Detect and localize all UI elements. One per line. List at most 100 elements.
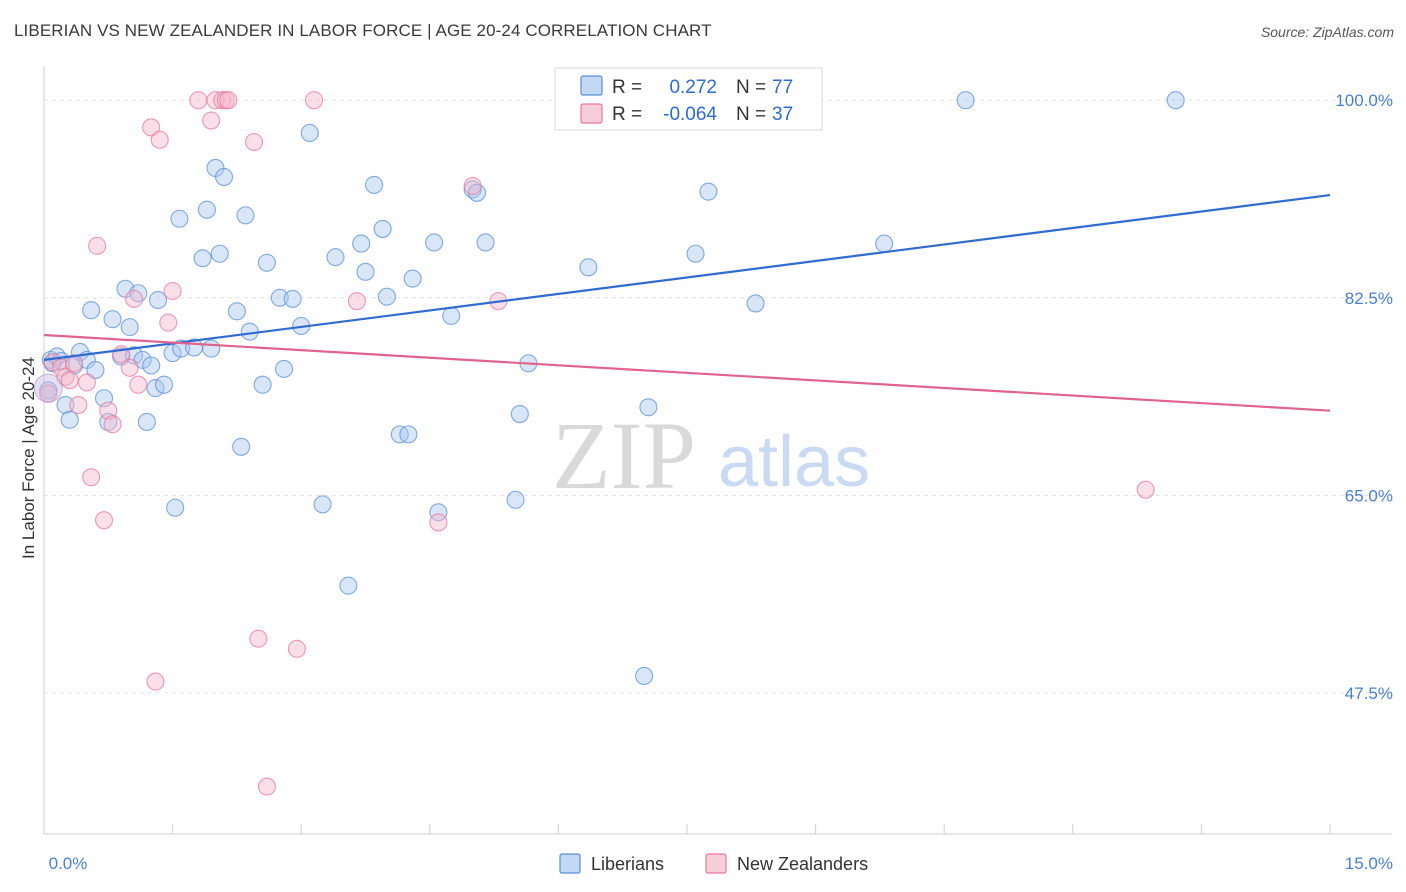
new-zealander-point [124,289,144,308]
liberian-point [137,412,156,432]
bottom-legend-label: New Zealanders [737,854,868,874]
liberian-point [163,344,182,363]
liberian-point [635,666,654,686]
new-zealander-point [88,236,107,255]
liberian-point [193,249,212,268]
liberian-trend-line [43,193,1331,361]
liberian-point [270,288,289,307]
trend-lines [43,193,1331,412]
new-zealander-point [163,281,182,301]
legend-swatch-liberians [580,75,603,96]
new-zealander-point [77,373,96,392]
liberian-point [197,200,216,219]
liberian-point [227,302,246,321]
new-zealander-point [159,313,178,332]
liberian-point [510,405,529,424]
liberian-point [103,310,122,329]
legend-n-value: 37 [772,104,793,125]
legend-r-label: R = [612,77,642,98]
x-tick-label: 15.0% [1345,854,1393,873]
liberian-point [86,360,105,380]
new-zealander-point [244,132,264,152]
new-zealander-point [463,176,482,196]
legend-r-label: R = [612,104,642,125]
liberian-point [403,269,422,288]
watermark-atlas: atlas [718,422,870,502]
liberian-point [120,318,139,337]
source-label: Source: ZipAtlas.com [1260,24,1394,40]
new-zealander-point [82,468,101,487]
liberian-point [956,91,975,110]
liberian-point [875,234,894,253]
liberian-point [82,301,101,320]
liberian-point [202,339,221,358]
legend-n-value: 77 [772,77,793,98]
liberian-point [377,287,396,306]
chart-title: LIBERIAN VS NEW ZEALANDER IN LABOR FORCE… [14,21,712,40]
liberian-point [399,425,418,444]
liberian-point [210,244,229,263]
liberian-point [352,234,371,253]
liberian-point [170,209,189,228]
bottom-legend-swatch-liberians [559,853,581,874]
new-zealander-point [69,395,88,415]
new-zealander-point [429,513,448,532]
legend-box: R = 0.272 N = 77 R = -0.064 N = 37 [554,67,823,131]
legend-swatch-new-zealanders [580,103,603,124]
cluster-point [33,373,63,403]
liberian-point [476,233,495,252]
new-zealander-point [287,639,306,658]
new-zealander-point [202,111,221,130]
liberian-point [214,167,234,187]
new-zealander-point [219,91,238,110]
liberian-point [686,244,705,263]
new-zealander-point [94,511,114,530]
liberian-point [283,289,302,308]
y-tick-labels: 47.5% 65.0% 82.5% 100.0% [1335,91,1393,703]
legend-n-label: N = [736,77,766,98]
new-zealander-point [249,629,268,648]
bottom-legend-swatch-new-zealanders [705,853,727,874]
liberian-point [339,576,358,595]
liberian-point [56,395,75,415]
new-zealander-point [120,358,139,377]
liberian-point [257,253,276,272]
liberian-point [699,182,718,201]
liberian-point [148,290,168,310]
watermark-zip: ZIP [552,402,696,509]
liberian-point [236,206,255,225]
new-zealander-point [142,118,161,137]
legend-n-label: N = [736,104,766,125]
bottom-legend-label: Liberians [591,854,664,874]
liberian-point [579,258,598,277]
new-zealander-point [60,371,79,390]
new-zealander-point [64,354,84,373]
liberian-point [232,437,251,456]
new-zealander-point [99,401,118,420]
bottom-legend: Liberians New Zealanders [559,853,868,874]
gridlines [44,99,1392,694]
new-zealander-point [305,91,324,110]
liberian-point [166,498,185,517]
legend-r-value: 0.272 [669,77,717,98]
x-tick-labels: 0.0% 15.0% [49,854,1393,873]
new-zealander-point [206,91,225,110]
new-zealander-point [103,415,122,434]
liberian-point [275,359,294,378]
liberian-point [253,375,272,394]
y-tick-label: 100.0% [1335,91,1393,110]
new-zealander-point [347,292,366,311]
liberian-point [1166,91,1185,110]
liberian-point [142,356,161,375]
new-zealander-point [146,672,165,691]
liberian-point [356,262,375,281]
y-tick-label: 65.0% [1345,486,1393,505]
new-zealander-trend-line [43,333,1331,412]
legend-r-value: -0.064 [663,104,717,125]
y-tick-label: 82.5% [1345,289,1393,308]
liberian-point [300,123,319,143]
liberian-point [746,294,765,313]
liberian-point [326,248,345,267]
x-tick-label: 0.0% [49,854,88,873]
